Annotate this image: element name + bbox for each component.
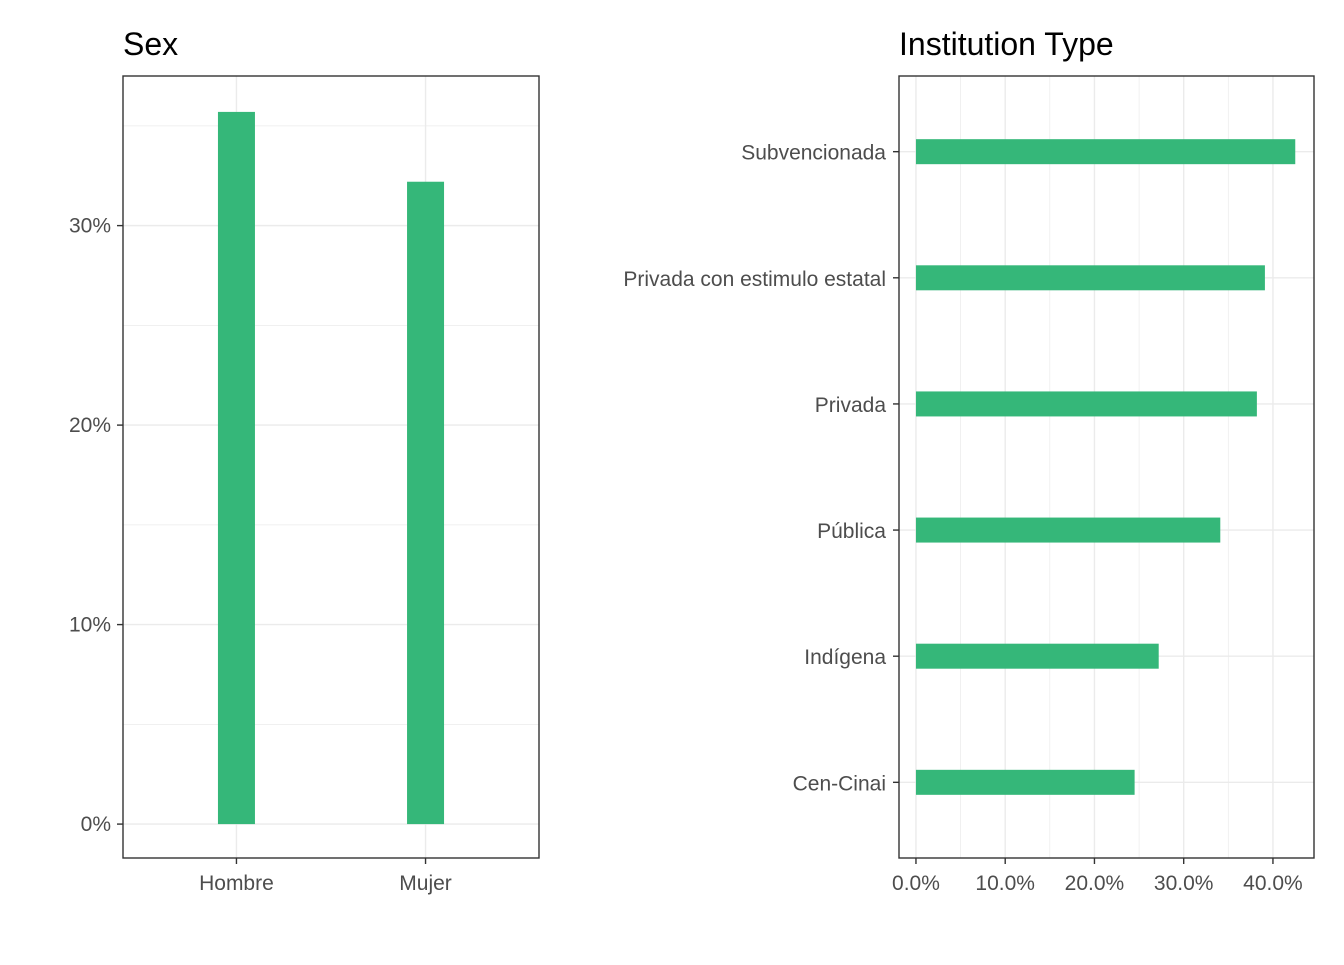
bar-subvencionada	[915, 139, 1296, 165]
panel-border	[122, 75, 540, 859]
bar-mujer	[407, 181, 445, 825]
y-tick-label: 10%	[69, 614, 111, 637]
bar-hombre	[217, 111, 255, 825]
x-tick-label: 40.0%	[1243, 872, 1303, 895]
sex-panel: Sex 0% 10% 20% 30% Hombre Mujer	[69, 26, 540, 895]
y-tick-label: Privada con estimulo estatal	[623, 268, 886, 291]
x-tick-label: Hombre	[199, 872, 274, 895]
y-tick-label: 30%	[69, 215, 111, 238]
bar-cen-cinai	[915, 769, 1135, 795]
y-tick-label: Privada	[815, 394, 887, 417]
x-tick-label: 20.0%	[1065, 872, 1125, 895]
y-tick-label: Pública	[817, 520, 886, 543]
bar-ind-gena	[915, 643, 1159, 669]
x-tick-label: 0.0%	[892, 872, 940, 895]
bar-privada	[915, 391, 1257, 417]
y-tick-label: Cen-Cinai	[793, 772, 886, 795]
x-tick-label: 30.0%	[1154, 872, 1214, 895]
panel-border	[898, 75, 1315, 859]
x-tick-label: Mujer	[399, 872, 452, 895]
chart-title: Sex	[123, 26, 178, 62]
y-tick-label: Indígena	[804, 646, 886, 669]
y-tick-label: Subvencionada	[741, 142, 886, 165]
y-tick-label: 20%	[69, 414, 111, 437]
y-tick-label: 0%	[81, 813, 111, 836]
bar-privada-con-estimulo-estatal	[915, 265, 1265, 291]
bar-p-blica	[915, 517, 1221, 543]
x-tick-label: 10.0%	[975, 872, 1035, 895]
chart-title: Institution Type	[899, 26, 1114, 62]
institution-type-panel: Institution Type Cen-Cinai Indígena Pública…	[623, 26, 1315, 895]
